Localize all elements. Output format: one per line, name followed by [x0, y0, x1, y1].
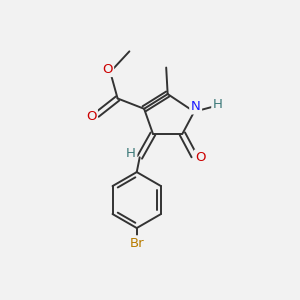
Text: H: H [213, 98, 223, 111]
Text: O: O [195, 151, 206, 164]
Text: N: N [191, 100, 200, 113]
Text: O: O [86, 110, 96, 123]
Text: O: O [102, 62, 112, 76]
Text: H: H [126, 147, 136, 160]
Text: Br: Br [129, 237, 144, 250]
